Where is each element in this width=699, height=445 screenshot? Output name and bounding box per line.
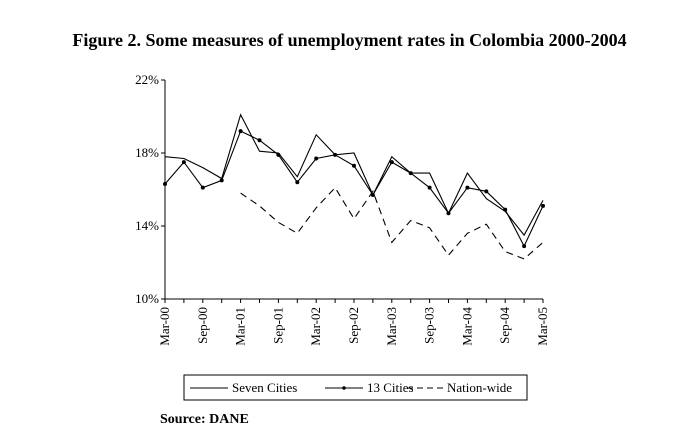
data-point-13-cities: [200, 185, 205, 190]
y-tick-label: 18%: [135, 145, 159, 160]
x-tick-label: Sep-01: [270, 307, 285, 344]
x-tick-label: Sep-04: [497, 307, 512, 344]
legend-box: [183, 374, 528, 401]
data-point-13-cities: [389, 160, 394, 165]
data-point-13-cities: [503, 207, 508, 212]
x-tick-label: Sep-03: [422, 307, 437, 344]
x-tick-label: Mar-05: [535, 307, 550, 346]
data-point-13-cities: [238, 129, 243, 134]
y-tick-label: 14%: [135, 218, 159, 233]
x-tick-label: Mar-00: [157, 307, 172, 346]
y-tick-label: 10%: [135, 291, 159, 306]
chart-title: Figure 2. Some measures of unemployment …: [72, 30, 627, 50]
data-point-13-cities: [295, 180, 300, 185]
data-point-13-cities: [276, 152, 281, 157]
x-tick-label: Mar-02: [308, 307, 323, 346]
data-point-13-cities: [163, 182, 167, 187]
x-tick-label: Mar-03: [384, 307, 399, 346]
data-point-13-cities: [427, 185, 432, 190]
data-point-13-cities: [465, 185, 470, 190]
x-tick-label: Sep-02: [346, 307, 361, 344]
data-point-13-cities: [352, 163, 356, 168]
x-tick-label: Mar-01: [233, 307, 248, 346]
series-line-nation-wide: [240, 186, 544, 260]
plot-area: 10% 14% 18% 22% Mar-00 Sep-00 Mar-01 Sep-01 Mar-…: [135, 72, 550, 346]
legend-label-nation-wide: Nation-wide: [447, 380, 512, 395]
legend-marker-13-cities: [342, 386, 346, 390]
data-point-13-cities: [370, 192, 375, 197]
data-point-13-cities: [408, 171, 413, 176]
x-tick-label: Sep-00: [195, 307, 210, 344]
legend-label-13-cities: 13 Cities: [367, 380, 414, 395]
data-point-13-cities: [484, 189, 489, 194]
data-point-13-cities: [314, 156, 319, 161]
data-point-13-cities: [522, 244, 527, 249]
legend: Seven Cities 13 Cities Nation-wide: [183, 374, 528, 401]
y-tick-label: 22%: [135, 72, 159, 87]
data-point-13-cities: [333, 152, 338, 157]
data-point-13-cities: [219, 178, 224, 183]
x-tick-label: Mar-04: [459, 307, 474, 346]
data-point-13-cities: [541, 203, 545, 208]
source-note: Source: DANE: [160, 412, 249, 427]
data-point-13-cities: [181, 160, 186, 165]
data-point-13-cities: [257, 138, 262, 143]
legend-label-seven-cities: Seven Cities: [232, 380, 297, 395]
series-line-seven-cities: [164, 113, 544, 237]
data-point-13-cities: [446, 211, 451, 216]
series-line-13-cities: [164, 130, 544, 248]
